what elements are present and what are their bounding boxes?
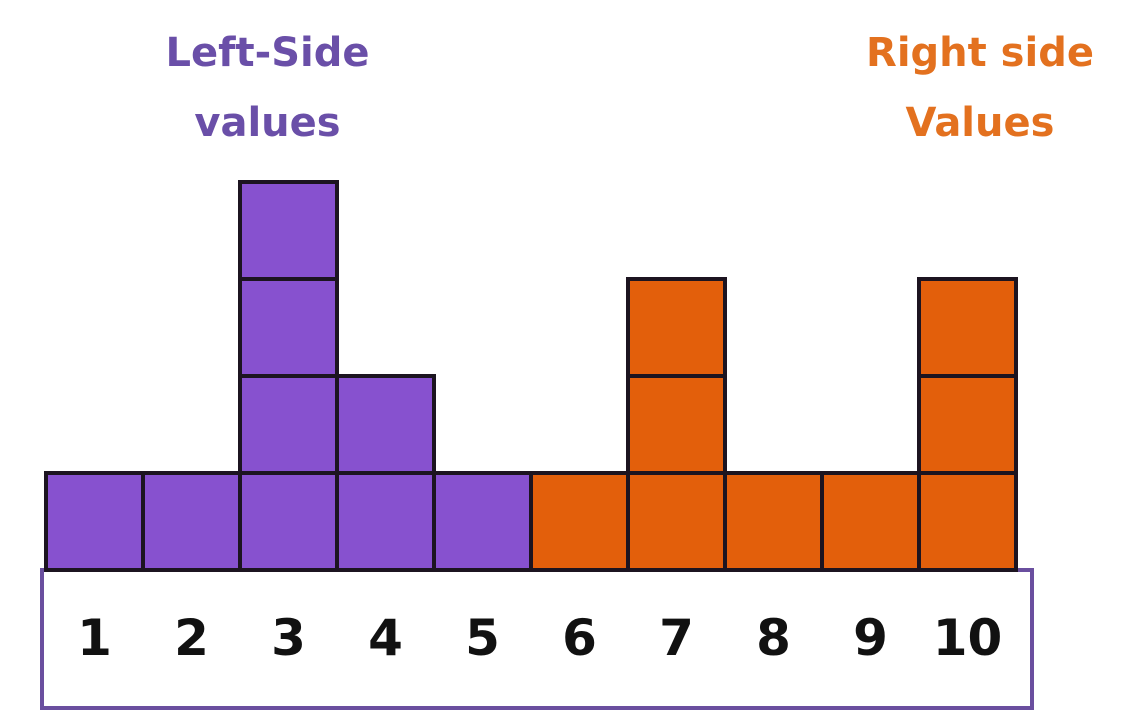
right-side-label-line2: Values (905, 100, 1055, 146)
x-tick-label-2: 2 (174, 609, 209, 667)
block-4-2 (335, 374, 436, 475)
block-10-2 (917, 374, 1018, 475)
bar-8 (723, 471, 824, 572)
bar-2 (141, 471, 242, 572)
right-side-label-line1: Right side (866, 30, 1094, 76)
block-10-3 (917, 277, 1018, 378)
x-tick-label-10: 10 (933, 609, 1003, 667)
x-tick-label-3: 3 (271, 609, 306, 667)
block-7-2 (626, 374, 727, 475)
block-7-1 (626, 471, 727, 572)
bar-10 (917, 277, 1018, 572)
x-tick-label-5: 5 (465, 609, 500, 667)
bar-6 (529, 471, 630, 572)
x-tick-label-4: 4 (368, 609, 403, 667)
block-8-1 (723, 471, 824, 572)
x-tick-label-1: 1 (77, 609, 112, 667)
block-3-4 (238, 180, 339, 281)
right-side-values-label: Right side Values (855, 18, 1105, 158)
left-side-values-label: Left-Side values (150, 18, 385, 158)
bar-7 (626, 277, 727, 572)
block-3-1 (238, 471, 339, 572)
x-tick-label-9: 9 (853, 609, 888, 667)
x-tick-label-8: 8 (756, 609, 791, 667)
x-tick-label-6: 6 (562, 609, 597, 667)
block-5-1 (432, 471, 533, 572)
block-1-1 (44, 471, 145, 572)
block-6-1 (529, 471, 630, 572)
bar-9 (820, 471, 921, 572)
block-9-1 (820, 471, 921, 572)
left-side-label-line2: values (194, 100, 341, 146)
left-side-label-line1: Left-Side (165, 30, 370, 76)
block-4-1 (335, 471, 436, 572)
block-3-2 (238, 374, 339, 475)
bar-1 (44, 471, 145, 572)
x-axis-box (40, 568, 1034, 710)
block-3-3 (238, 277, 339, 378)
x-tick-label-7: 7 (659, 609, 694, 667)
block-7-3 (626, 277, 727, 378)
bar-4 (335, 374, 436, 572)
bar-5 (432, 471, 533, 572)
block-10-1 (917, 471, 1018, 572)
block-2-1 (141, 471, 242, 572)
bar-3 (238, 180, 339, 572)
